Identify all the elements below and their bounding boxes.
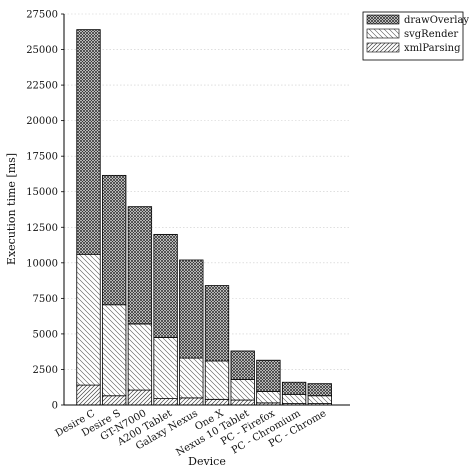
bars: [76, 29, 332, 406]
y-tick-label: 5000: [33, 329, 58, 340]
bar-segment-xmlParsing: [204, 398, 230, 406]
bar-segment-svgRender: [307, 395, 332, 404]
y-tick-labels: 0 2500 5000 7500 10000 12500 15000 17500 20000 22…: [26, 10, 64, 412]
grid-lines: [64, 13, 350, 370]
x-axis-label: Device: [188, 455, 226, 468]
y-tick-label: 17500: [26, 152, 58, 163]
bar-segment-drawOverlay: [102, 174, 127, 306]
bar-segment-xmlParsing: [230, 399, 255, 406]
bar-segment-svgRender: [204, 360, 230, 400]
y-tick-label: 7500: [33, 294, 58, 305]
legend: drawOverlay svgRender xmlParsing: [362, 11, 469, 61]
bar-segment-drawOverlay: [230, 350, 255, 380]
axes: [63, 14, 350, 406]
bar-segment-svgRender: [230, 379, 255, 401]
y-tick-label: 2500: [33, 365, 58, 376]
y-tick-label: 12500: [26, 223, 58, 234]
bar-segment-xmlParsing: [127, 389, 153, 406]
bar-segment-xmlParsing: [102, 395, 127, 406]
bar-segment-svgRender: [127, 323, 153, 391]
bar-segment-drawOverlay: [179, 259, 204, 359]
y-tick-label: 22500: [26, 81, 58, 92]
legend-swatch-xmlParsing: [366, 42, 400, 53]
y-tick-label: 20000: [26, 116, 58, 127]
bar-segment-svgRender: [76, 253, 101, 386]
bar-segment-svgRender: [153, 337, 178, 400]
bar-segment-drawOverlay: [127, 206, 153, 325]
bar-segment-drawOverlay: [204, 285, 230, 362]
bar-segment-drawOverlay: [76, 29, 101, 255]
bar-segment-svgRender: [102, 304, 127, 397]
y-tick-label: 10000: [26, 258, 58, 269]
bar-segment-svgRender: [256, 391, 281, 404]
y-axis-label: Execution time [ms]: [5, 153, 18, 265]
bar-segment-xmlParsing: [179, 397, 204, 406]
bar-segment-xmlParsing: [153, 398, 178, 406]
legend-label: drawOverlay: [404, 15, 469, 26]
bar-segment-drawOverlay: [153, 233, 178, 338]
bar-segment-xmlParsing: [76, 384, 101, 406]
bar-segment-svgRender: [179, 357, 204, 399]
y-tick-label: 15000: [26, 187, 58, 198]
legend-swatch-svgRender: [366, 28, 400, 39]
bar-segment-drawOverlay: [256, 359, 281, 392]
bar-segment-svgRender: [281, 393, 307, 404]
bar-segment-drawOverlay: [307, 383, 332, 397]
legend-swatch-drawOverlay: [366, 14, 400, 25]
legend-label: xmlParsing: [404, 43, 461, 54]
legend-label: svgRender: [404, 29, 458, 40]
bar-segment-drawOverlay: [281, 381, 307, 395]
y-tick-label: 25000: [26, 45, 58, 56]
y-tick-label: 0: [52, 401, 58, 412]
y-tick-label: 27500: [26, 10, 58, 21]
